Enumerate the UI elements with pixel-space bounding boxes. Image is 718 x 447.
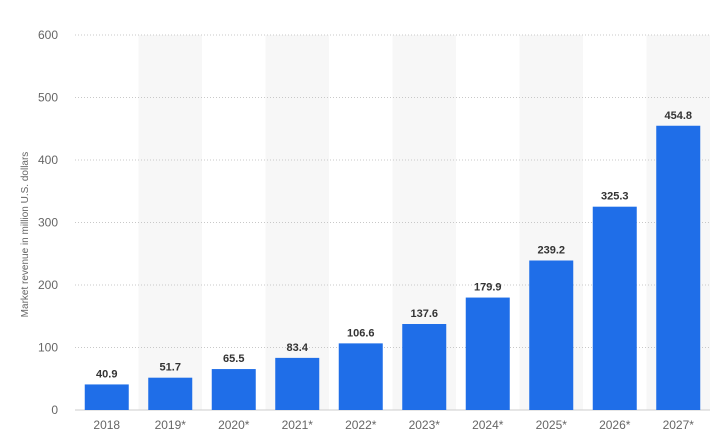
- x-tick-label: 2021*: [282, 418, 314, 432]
- y-axis-label: Market revenue in million U.S. dollars: [20, 152, 31, 318]
- bar[interactable]: [402, 324, 447, 410]
- x-axis-ticks: 2018 2019* 2020* 2021* 2022* 2023* 2024* 2025* 2…: [93, 418, 694, 432]
- bar[interactable]: [465, 297, 510, 410]
- y-tick-label: 400: [38, 153, 58, 167]
- data-label: 454.8: [664, 110, 692, 122]
- x-tick-label: 2027*: [663, 418, 695, 432]
- data-label: 40.9: [96, 368, 117, 380]
- bar[interactable]: [338, 343, 383, 410]
- x-tick-label: 2026*: [599, 418, 631, 432]
- x-tick-label: 2020*: [218, 418, 250, 432]
- bars: [84, 125, 701, 411]
- data-label: 325.3: [601, 191, 629, 203]
- x-tick-label: 2019*: [155, 418, 187, 432]
- bar[interactable]: [592, 206, 637, 410]
- data-label: 51.7: [160, 362, 181, 374]
- y-tick-label: 100: [38, 341, 58, 355]
- x-tick-label: 2023*: [409, 418, 441, 432]
- data-label: 137.6: [410, 308, 438, 320]
- bar[interactable]: [84, 384, 129, 410]
- data-label: 239.2: [537, 245, 565, 257]
- y-tick-label: 0: [51, 403, 58, 417]
- bar[interactable]: [211, 369, 256, 410]
- data-label: 179.9: [474, 282, 502, 294]
- data-labels: 40.9 51.7 65.5 83.4 106.6 137.6 179.9 239.2 325.…: [96, 110, 692, 381]
- y-axis-ticks: 0 100 200 300 400 500 600: [38, 28, 58, 417]
- x-tick-label: 2025*: [536, 418, 568, 432]
- bar[interactable]: [148, 377, 193, 410]
- y-tick-label: 500: [38, 91, 58, 105]
- bar[interactable]: [529, 260, 574, 411]
- data-label: 106.6: [347, 327, 375, 339]
- x-tick-label: 2022*: [345, 418, 377, 432]
- y-tick-label: 200: [38, 278, 58, 292]
- bar[interactable]: [275, 357, 320, 410]
- data-label: 83.4: [287, 342, 309, 354]
- background-band: [138, 35, 202, 410]
- y-tick-label: 300: [38, 216, 58, 230]
- x-tick-label: 2024*: [472, 418, 504, 432]
- x-tick-label: 2018: [93, 418, 120, 432]
- bar[interactable]: [656, 125, 701, 410]
- data-label: 65.5: [223, 353, 244, 365]
- y-tick-label: 600: [38, 28, 58, 42]
